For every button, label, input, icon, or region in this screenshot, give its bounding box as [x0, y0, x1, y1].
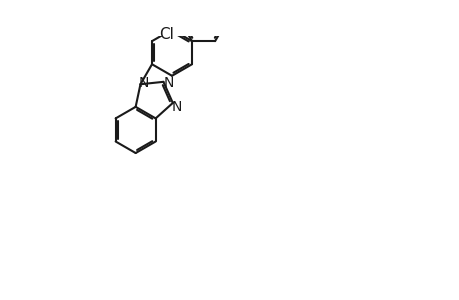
Text: N: N: [171, 100, 181, 114]
Text: N: N: [163, 76, 174, 90]
Text: N: N: [139, 76, 149, 90]
Text: Cl: Cl: [159, 27, 174, 42]
